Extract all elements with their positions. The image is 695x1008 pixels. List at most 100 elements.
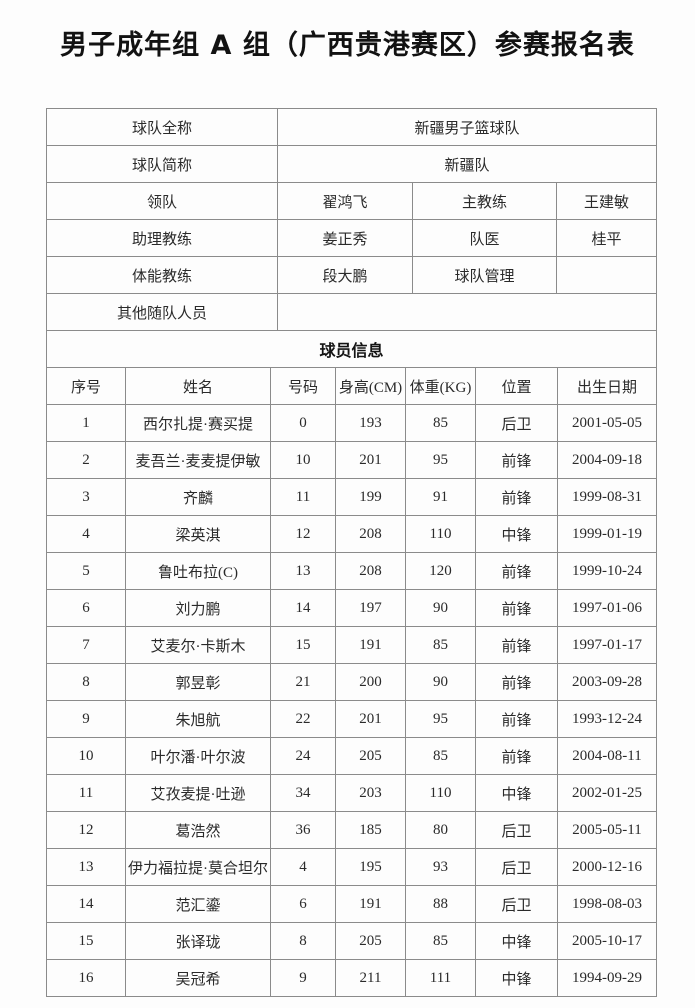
player-row: 9 朱旭航 22 201 95 前锋 1993-12-24: [46, 700, 658, 738]
table-row: 球队全称 新疆男子篮球队: [46, 108, 658, 146]
player-cell-index: 1: [46, 404, 126, 442]
player-cell-position: 后卫: [475, 848, 558, 886]
player-row: 10 叶尔潘·叶尔波 24 205 85 前锋 2004-08-11: [46, 737, 658, 775]
page-title: 男子成年组 A 组（广西贵港赛区）参赛报名表: [60, 30, 635, 61]
table-row: 球队简称 新疆队: [46, 145, 658, 183]
player-cell-birthdate: 2002-01-25: [556, 774, 658, 812]
player-cell-weight: 95: [405, 700, 476, 738]
player-cell-birthdate: 1999-01-19: [556, 515, 658, 553]
player-cell-height: 201: [335, 441, 406, 479]
player-cell-weight: 85: [405, 626, 476, 664]
player-row: 1 西尔扎提·赛买提 0 193 85 后卫 2001-05-05: [46, 404, 658, 442]
team-full-name-label: 球队全称: [46, 108, 278, 146]
table-row: 领队 翟鸿飞 主教练 王建敏: [46, 182, 658, 220]
team-leader-value: 翟鸿飞: [277, 182, 413, 220]
player-cell-birthdate: 2003-09-28: [556, 663, 658, 701]
player-cell-position: 前锋: [475, 626, 558, 664]
player-cell-birthdate: 1997-01-17: [556, 626, 658, 664]
form-tables: 球队全称 新疆男子篮球队 球队简称 新疆队 领队 翟鸿飞 主教练 王建敏 助理教…: [45, 108, 658, 997]
players-section-header-row: 球员信息: [45, 330, 658, 368]
player-cell-name: 西尔扎提·赛买提: [125, 404, 271, 442]
player-cell-index: 5: [46, 552, 126, 590]
player-cell-index: 4: [46, 515, 126, 553]
player-cell-number: 11: [270, 478, 336, 516]
player-cell-number: 0: [270, 404, 336, 442]
player-cell-position: 前锋: [475, 700, 558, 738]
player-cell-index: 9: [46, 700, 126, 738]
player-cell-birthdate: 2001-05-05: [556, 404, 658, 442]
player-cell-index: 13: [46, 848, 126, 886]
player-row: 15 张译珑 8 205 85 中锋 2005-10-17: [46, 922, 658, 960]
column-header-name: 姓名: [125, 367, 271, 405]
head-coach-value: 王建敏: [555, 182, 658, 220]
player-cell-number: 13: [270, 552, 336, 590]
team-doctor-label: 队医: [412, 219, 557, 257]
team-full-name-value: 新疆男子篮球队: [276, 108, 658, 146]
player-cell-birthdate: 2000-12-16: [556, 848, 658, 886]
table-row: 体能教练 段大鹏 球队管理: [46, 256, 658, 294]
fitness-coach-value: 段大鹏: [277, 256, 413, 294]
player-row: 13 伊力福拉提·莫合坦尔 4 195 93 后卫 2000-12-16: [46, 848, 658, 886]
player-cell-height: 199: [335, 478, 406, 516]
player-cell-weight: 95: [405, 441, 476, 479]
player-cell-weight: 120: [405, 552, 476, 590]
player-cell-birthdate: 1999-10-24: [556, 552, 658, 590]
player-cell-name: 艾孜麦提·吐逊: [125, 774, 271, 812]
player-cell-name: 伊力福拉提·莫合坦尔: [125, 848, 271, 886]
player-cell-position: 中锋: [475, 774, 558, 812]
player-cell-index: 14: [46, 885, 126, 923]
player-row: 5 鲁吐布拉(C) 13 208 120 前锋 1999-10-24: [46, 552, 658, 590]
player-cell-index: 8: [46, 663, 126, 701]
player-cell-number: 10: [270, 441, 336, 479]
column-header-weight: 体重(KG): [405, 367, 476, 405]
team-info-table: 球队全称 新疆男子篮球队 球队简称 新疆队 领队 翟鸿飞 主教练 王建敏 助理教…: [46, 108, 658, 331]
player-row: 6 刘力鹏 14 197 90 前锋 1997-01-06: [46, 589, 658, 627]
player-cell-weight: 93: [405, 848, 476, 886]
player-cell-height: 203: [335, 774, 406, 812]
player-cell-position: 后卫: [475, 811, 558, 849]
player-cell-position: 后卫: [475, 404, 558, 442]
player-cell-name: 张译珑: [125, 922, 271, 960]
players-table: 球员信息 序号 姓名 号码 身高(CM) 体重(KG) 位置 出生日期 1 西尔…: [45, 330, 658, 997]
player-cell-index: 7: [46, 626, 126, 664]
player-cell-height: 185: [335, 811, 406, 849]
player-cell-height: 193: [335, 404, 406, 442]
player-cell-number: 12: [270, 515, 336, 553]
player-cell-height: 191: [335, 885, 406, 923]
column-header-position: 位置: [475, 367, 558, 405]
player-cell-weight: 90: [405, 663, 476, 701]
player-cell-position: 后卫: [475, 885, 558, 923]
players-table-body: 1 西尔扎提·赛买提 0 193 85 后卫 2001-05-05 2 麦吾兰·…: [46, 404, 658, 997]
player-cell-number: 24: [270, 737, 336, 775]
player-cell-index: 2: [46, 441, 126, 479]
player-cell-number: 22: [270, 700, 336, 738]
player-cell-position: 中锋: [475, 959, 558, 997]
players-section-title: 球员信息: [45, 330, 658, 368]
player-cell-name: 朱旭航: [125, 700, 271, 738]
player-cell-weight: 110: [405, 774, 476, 812]
player-cell-height: 200: [335, 663, 406, 701]
player-row: 11 艾孜麦提·吐逊 34 203 110 中锋 2002-01-25: [46, 774, 658, 812]
player-row: 4 梁英淇 12 208 110 中锋 1999-01-19: [46, 515, 658, 553]
player-cell-name: 郭昱彰: [125, 663, 271, 701]
player-cell-weight: 91: [405, 478, 476, 516]
player-cell-index: 11: [46, 774, 126, 812]
player-cell-position: 前锋: [475, 441, 558, 479]
player-cell-weight: 88: [405, 885, 476, 923]
player-cell-height: 205: [335, 922, 406, 960]
player-cell-position: 前锋: [475, 663, 558, 701]
assistant-coach-value: 姜正秀: [277, 219, 413, 257]
player-cell-position: 中锋: [475, 922, 558, 960]
player-cell-index: 3: [46, 478, 126, 516]
player-cell-weight: 85: [405, 922, 476, 960]
player-cell-name: 范汇鎏: [125, 885, 271, 923]
player-cell-weight: 111: [405, 959, 476, 997]
team-doctor-value: 桂平: [555, 219, 658, 257]
player-cell-index: 16: [46, 959, 126, 997]
player-cell-height: 208: [335, 552, 406, 590]
player-cell-number: 36: [270, 811, 336, 849]
player-cell-number: 8: [270, 922, 336, 960]
assistant-coach-label: 助理教练: [46, 219, 278, 257]
player-cell-weight: 85: [405, 404, 476, 442]
player-row: 7 艾麦尔·卡斯木 15 191 85 前锋 1997-01-17: [46, 626, 658, 664]
